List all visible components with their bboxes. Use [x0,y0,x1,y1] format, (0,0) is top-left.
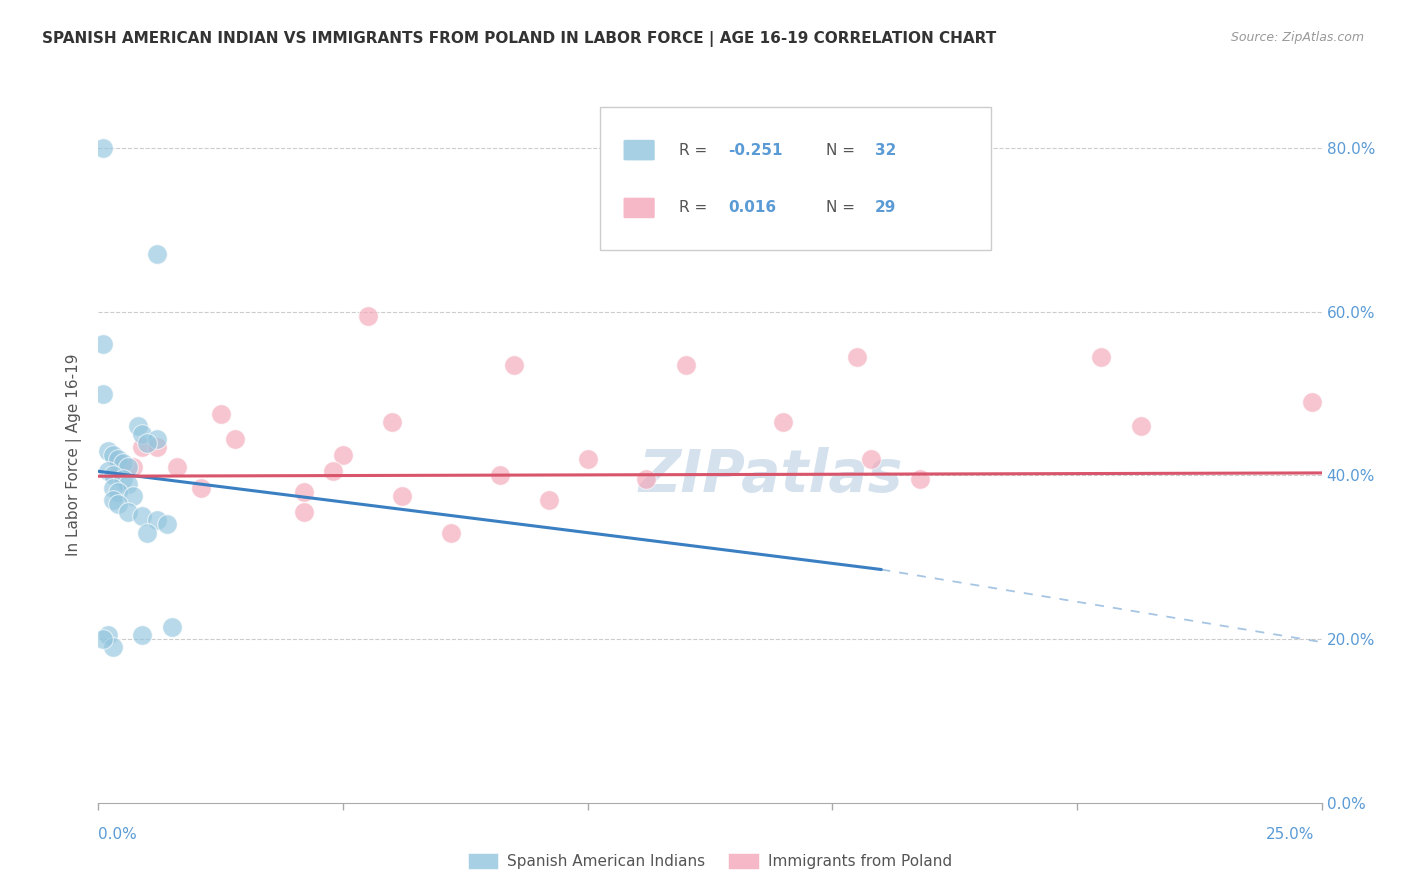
Point [845,350,868,364]
Text: 0.016: 0.016 [728,201,776,216]
Text: N =: N = [827,143,860,158]
Point [101,481,124,495]
FancyBboxPatch shape [623,140,655,161]
Point [101,640,124,655]
Point [209,407,232,421]
Point [97,464,120,478]
Point [910,473,932,487]
Point [332,448,354,462]
Text: 32: 32 [875,143,897,158]
Point [127,419,149,434]
Point [131,427,153,442]
Point [121,489,143,503]
Point [166,460,188,475]
Point [576,452,599,467]
Text: 29: 29 [875,201,897,216]
Point [1301,394,1323,409]
Point [156,517,179,532]
Point [117,505,139,519]
Text: R =: R = [679,201,713,216]
Point [107,497,129,511]
Point [503,358,526,372]
Text: 0.0%: 0.0% [98,827,138,841]
Point [146,247,169,261]
Point [1090,350,1112,364]
Point [190,481,212,495]
Text: ZIPatlas: ZIPatlas [638,447,904,504]
Point [111,456,134,470]
Point [356,309,378,323]
Point [860,452,883,467]
Point [91,337,114,351]
Point [111,473,134,487]
Point [136,525,159,540]
Point [160,620,183,634]
Point [101,448,124,462]
Text: R =: R = [679,143,713,158]
Point [1129,419,1152,434]
Point [224,432,246,446]
Point [440,525,463,540]
Point [97,443,120,458]
Point [292,484,315,499]
Text: Source: ZipAtlas.com: Source: ZipAtlas.com [1230,31,1364,45]
Point [488,468,510,483]
Point [131,628,153,642]
Point [322,464,344,478]
Point [107,452,129,467]
Point [391,489,413,503]
Point [636,473,658,487]
Point [117,476,139,491]
Point [107,484,129,499]
Point [136,435,159,450]
Point [131,440,153,454]
Point [146,432,169,446]
Point [146,513,169,527]
Point [101,492,124,507]
Point [772,415,794,429]
Text: -0.251: -0.251 [728,143,783,158]
Point [121,460,143,475]
Legend: Spanish American Indians, Immigrants from Poland: Spanish American Indians, Immigrants fro… [461,847,959,875]
Point [91,141,114,155]
Point [107,456,129,470]
Text: N =: N = [827,201,860,216]
Point [97,628,120,642]
Point [131,509,153,524]
FancyBboxPatch shape [600,107,991,250]
Point [675,358,697,372]
Y-axis label: In Labor Force | Age 16-19: In Labor Force | Age 16-19 [66,353,83,557]
Point [292,505,315,519]
Point [101,468,124,483]
Text: 25.0%: 25.0% [1267,827,1315,841]
Point [537,492,560,507]
Point [146,440,169,454]
Point [381,415,404,429]
FancyBboxPatch shape [623,197,655,219]
Text: SPANISH AMERICAN INDIAN VS IMMIGRANTS FROM POLAND IN LABOR FORCE | AGE 16-19 COR: SPANISH AMERICAN INDIAN VS IMMIGRANTS FR… [42,31,997,47]
Point [91,386,114,401]
Point [117,460,139,475]
Point [91,632,114,646]
